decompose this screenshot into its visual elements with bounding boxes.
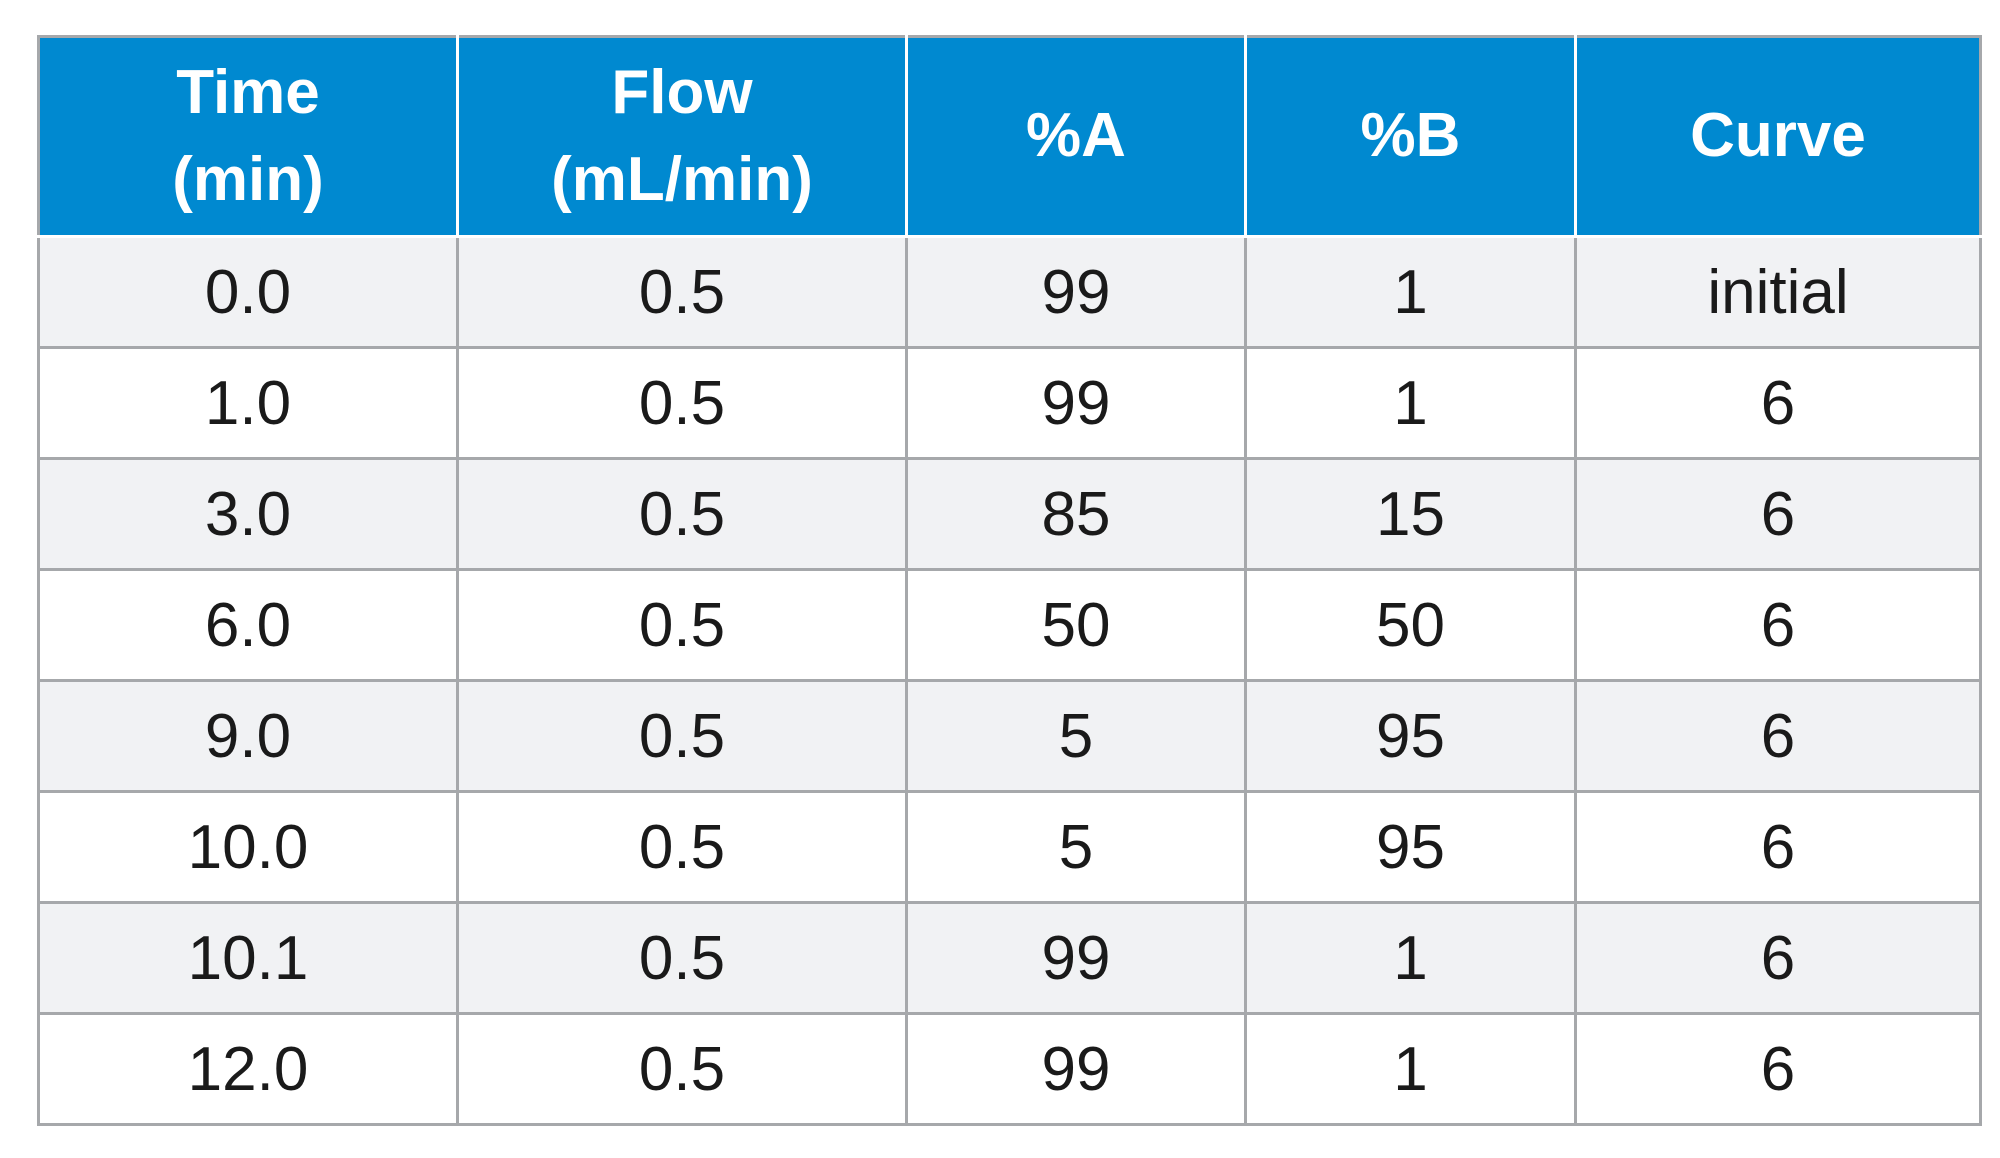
- cell-curve: 6: [1574, 568, 1982, 682]
- header-curve-label: Curve: [1690, 101, 1866, 171]
- header-percent-a-label: %A: [1026, 101, 1126, 171]
- gradient-table: Time (min) Flow (mL/min) %A %B Curve: [37, 35, 1982, 1126]
- cell-curve: 6: [1574, 790, 1982, 904]
- table-row: 9.0 0.5 5 95 6: [37, 679, 1982, 793]
- cell-flow: 0.5: [456, 901, 908, 1015]
- cell-percent-a: 99: [905, 1012, 1247, 1126]
- header-row: Time (min) Flow (mL/min) %A %B Curve: [37, 35, 1982, 238]
- cell-time: 0.0: [37, 235, 459, 349]
- header-flow-line1: Flow: [611, 57, 753, 127]
- cell-percent-b: 1: [1244, 901, 1577, 1015]
- cell-percent-b: 95: [1244, 679, 1577, 793]
- cell-flow: 0.5: [456, 346, 908, 460]
- header-time-line2: (min): [172, 144, 324, 214]
- cell-percent-b: 1: [1244, 346, 1577, 460]
- cell-percent-a: 99: [905, 901, 1247, 1015]
- cell-percent-b: 15: [1244, 457, 1577, 571]
- cell-time: 3.0: [37, 457, 459, 571]
- cell-percent-a: 5: [905, 679, 1247, 793]
- cell-time: 10.1: [37, 901, 459, 1015]
- cell-flow: 0.5: [456, 235, 908, 349]
- cell-percent-b: 95: [1244, 790, 1577, 904]
- table-row: 6.0 0.5 50 50 6: [37, 568, 1982, 682]
- table-row: 3.0 0.5 85 15 6: [37, 457, 1982, 571]
- cell-percent-a: 99: [905, 235, 1247, 349]
- cell-flow: 0.5: [456, 1012, 908, 1126]
- table-row: 12.0 0.5 99 1 6: [37, 1012, 1982, 1126]
- cell-time: 10.0: [37, 790, 459, 904]
- cell-curve: initial: [1574, 235, 1982, 349]
- table-row: 10.1 0.5 99 1 6: [37, 901, 1982, 1015]
- table-row: 0.0 0.5 99 1 initial: [37, 235, 1982, 349]
- table-row: 10.0 0.5 5 95 6: [37, 790, 1982, 904]
- header-percent-a: %A: [905, 35, 1247, 238]
- cell-time: 6.0: [37, 568, 459, 682]
- header-flow: Flow (mL/min): [456, 35, 908, 238]
- cell-curve: 6: [1574, 346, 1982, 460]
- cell-percent-b: 1: [1244, 235, 1577, 349]
- cell-flow: 0.5: [456, 679, 908, 793]
- header-flow-line2: (mL/min): [551, 144, 813, 214]
- cell-flow: 0.5: [456, 457, 908, 571]
- table-row: 1.0 0.5 99 1 6: [37, 346, 1982, 460]
- header-percent-b: %B: [1244, 35, 1577, 238]
- cell-curve: 6: [1574, 457, 1982, 571]
- header-time: Time (min): [37, 35, 459, 238]
- header-percent-b-label: %B: [1360, 101, 1461, 171]
- gradient-table-container: Time (min) Flow (mL/min) %A %B Curve: [37, 35, 1982, 1126]
- cell-flow: 0.5: [456, 568, 908, 682]
- cell-curve: 6: [1574, 901, 1982, 1015]
- cell-percent-a: 85: [905, 457, 1247, 571]
- cell-percent-a: 5: [905, 790, 1247, 904]
- cell-percent-a: 99: [905, 346, 1247, 460]
- cell-flow: 0.5: [456, 790, 908, 904]
- cell-curve: 6: [1574, 1012, 1982, 1126]
- cell-percent-b: 1: [1244, 1012, 1577, 1126]
- cell-percent-a: 50: [905, 568, 1247, 682]
- cell-percent-b: 50: [1244, 568, 1577, 682]
- cell-time: 1.0: [37, 346, 459, 460]
- cell-curve: 6: [1574, 679, 1982, 793]
- header-curve: Curve: [1574, 35, 1982, 238]
- cell-time: 12.0: [37, 1012, 459, 1126]
- header-time-line1: Time: [176, 57, 320, 127]
- cell-time: 9.0: [37, 679, 459, 793]
